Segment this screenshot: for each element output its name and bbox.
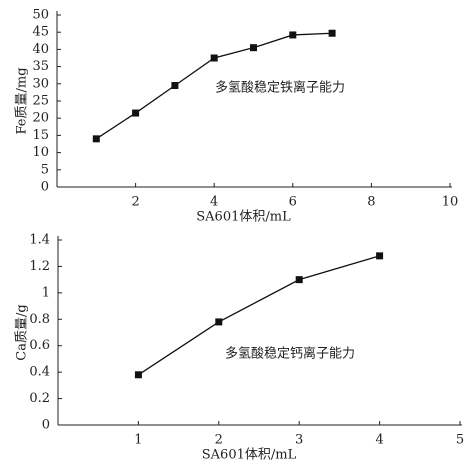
point [295, 276, 303, 284]
y-tick-label: 1 [42, 285, 50, 300]
y-tick-label: 0.2 [29, 391, 50, 406]
y-tick-label: 10 [32, 145, 49, 160]
y-tick-label: 0.8 [29, 312, 50, 327]
point [376, 252, 384, 260]
y-tick-label: 20 [32, 111, 49, 126]
y-tick-label: 25 [32, 94, 49, 109]
x-tick-label: 5 [456, 433, 464, 448]
point [289, 31, 297, 39]
point [92, 135, 100, 143]
x-axis-label: SA601体积/mL [196, 210, 291, 225]
x-tick-label: 4 [375, 433, 383, 448]
y-tick-label: 0 [42, 418, 50, 433]
y-axis-label: Ca质量/g [15, 304, 30, 360]
x-tick-label: 2 [215, 433, 223, 448]
y-axis-label: Fe质量/mg [15, 67, 30, 134]
y-tick-label: 0.6 [29, 338, 50, 353]
annotation: 多氢酸稳定钙离子能力 [225, 346, 355, 362]
y-tick-label: 30 [32, 76, 49, 91]
point [250, 44, 257, 52]
point [132, 109, 140, 117]
x-tick-label: 6 [289, 195, 297, 210]
y-tick-label: 0 [41, 180, 49, 195]
x-tick-label: 10 [442, 195, 459, 210]
y-tick-label: 15 [32, 128, 49, 143]
point [210, 54, 218, 62]
x-tick-label: 8 [367, 195, 375, 210]
y-tick-label: 45 [32, 25, 49, 40]
x-axis-label: SA601体积/mL [202, 448, 297, 463]
y-tick-label: 1.2 [29, 259, 50, 274]
y-tick-label: 40 [32, 42, 49, 57]
y-tick-label: 50 [32, 8, 49, 23]
x-tick-label: 2 [131, 195, 139, 210]
annotation: 多氢酸稳定铁离子能力 [215, 80, 345, 96]
y-tick-label: 35 [32, 59, 49, 74]
x-tick-label: 1 [134, 433, 142, 448]
line [138, 255, 380, 376]
x-tick-label: 3 [295, 433, 303, 448]
point [328, 29, 336, 37]
y-tick-label: 1.4 [29, 233, 50, 248]
y-tick-label: 5 [41, 162, 49, 177]
point [215, 318, 223, 326]
x-tick-label: 4 [210, 195, 218, 210]
y-tick-label: 0.4 [29, 365, 50, 380]
point [134, 371, 142, 379]
point [171, 82, 179, 90]
